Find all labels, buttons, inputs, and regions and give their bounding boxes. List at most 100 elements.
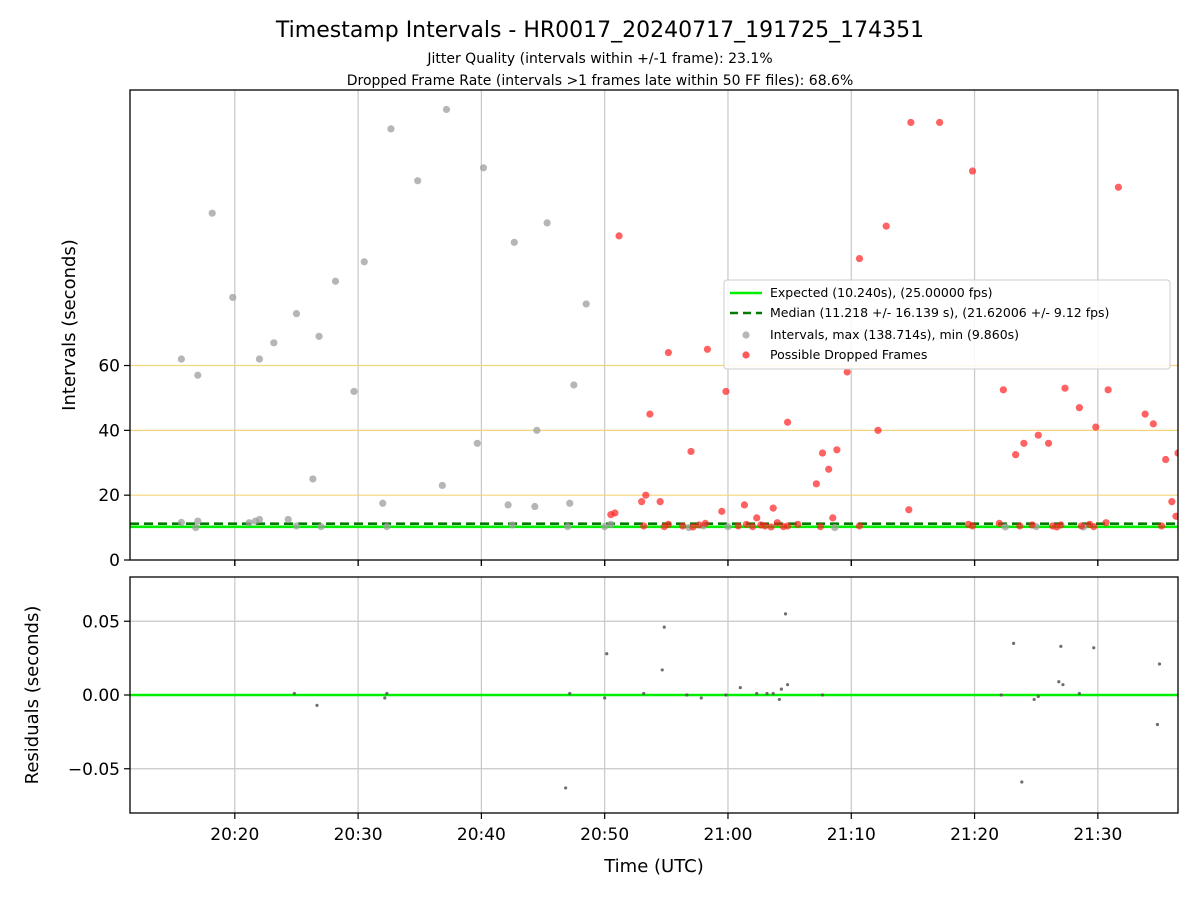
interval-point [255,355,264,363]
residual-point [1036,694,1040,699]
residual-point [1061,683,1065,687]
dropped-frame-point [1016,522,1024,530]
interval-point [315,332,323,340]
dropped-frame-point [1020,439,1028,447]
legend-label-expected: Expected (10.240s), (25.00000 fps) [770,285,992,300]
bottom-axis-ticks: 20:20 20:30 20:40 20:50 21:00 21:10 21:20 21:30… [68,612,1122,845]
dropped-frame-point [874,426,882,434]
residual-point [685,693,689,697]
dropped-frame-point [855,254,864,263]
residual-point [820,693,825,697]
interval-point [582,300,590,308]
interval-point [229,293,237,302]
interval-point [442,105,451,114]
dropped-frame-point [1141,410,1149,418]
interval-point [331,277,340,285]
dropped-frame-point [818,449,827,457]
residual-point [783,612,788,616]
legend-box [723,279,1171,370]
dropped-frame-point [1061,384,1069,392]
dropped-frame-point [882,222,890,230]
residual-point [1032,697,1036,702]
dropped-frame-point [905,506,913,514]
interval-point [208,209,216,217]
dropped-frame-point [816,523,825,531]
interval-point [607,520,615,528]
dropped-frame-point [656,498,664,506]
bottom-plot-area [130,612,1178,790]
interval-point [177,355,185,363]
x-tick-label: 20:40 [457,825,506,845]
residual-point [1020,780,1024,784]
dropped-frame-point [783,522,792,530]
residual-point [755,691,759,696]
top-y-axis-label: Intervals (seconds) [59,239,80,411]
dropped-frame-point [679,522,687,530]
dropped-frame-point [855,522,864,530]
dropped-frame-point [767,523,775,531]
top-axes-frame [129,89,1179,561]
dropped-frame-point [829,514,837,522]
interval-point [508,521,516,529]
residual-point [779,687,784,691]
residual-point [1155,722,1160,727]
residual-point [738,686,742,690]
interval-point [309,475,317,483]
top-y-tick-label: 40 [98,421,120,441]
bottom-y-tick-label: 0.05 [82,612,120,632]
residual-point [771,691,775,696]
x-tick-label: 21:30 [1073,825,1122,845]
dropped-frame-point [703,345,712,353]
chart-subtitle-line-2: Dropped Frame Rate (intervals >1 frames … [347,73,854,89]
dropped-frame-point [761,522,769,530]
dropped-frame-point [1149,420,1157,428]
dropped-frame-point [843,368,851,376]
dropped-frame-point [1077,522,1086,530]
interval-point [317,523,325,531]
interval-point [831,523,839,532]
dropped-frame-point [640,522,648,530]
interval-point [194,371,202,379]
interval-point [479,164,488,172]
dropped-frame-point [1172,512,1178,520]
dropped-frame-point [740,501,749,509]
interval-point [601,523,609,531]
interval-point [531,502,539,511]
dropped-frame-point [1075,404,1083,412]
residual-point [642,691,646,696]
interval-point [543,219,551,227]
dropped-frame-point [1034,431,1042,439]
x-tick-label: 21:10 [827,825,876,845]
dropped-frame-point [664,520,672,528]
dropped-frame-point [995,519,1003,527]
legend-swatch-intervals [742,331,750,339]
dropped-frame-point [687,447,695,456]
residual-point [1092,646,1096,650]
dropped-frame-point [638,498,646,506]
residual-point [999,693,1003,697]
residual-point [785,683,790,687]
residual-point [765,691,769,696]
dropped-frame-point [611,509,619,517]
dropped-frame-point [1044,439,1053,447]
residual-point [315,703,319,707]
residual-point [383,696,387,700]
residual-point [1157,662,1162,666]
dropped-frame-point [968,167,977,175]
residual-point [603,696,607,700]
dropped-frame-point [794,520,802,528]
dropped-frame-point [968,522,977,530]
interval-point [383,523,391,531]
dropped-frame-point [1090,523,1098,531]
dropped-frame-point [833,446,841,454]
residual-point [699,696,703,700]
chart-subtitle-line-1: Jitter Quality (intervals within +/-1 fr… [426,51,772,67]
x-tick-label: 20:20 [210,825,259,845]
interval-point [387,125,395,133]
interval-point [564,523,572,531]
x-tick-label: 20:30 [334,825,383,845]
dropped-frame-point [664,348,672,357]
interval-point [177,518,185,527]
interval-point [192,523,200,532]
bottom-y-axis-label: Residuals (seconds) [22,606,43,785]
